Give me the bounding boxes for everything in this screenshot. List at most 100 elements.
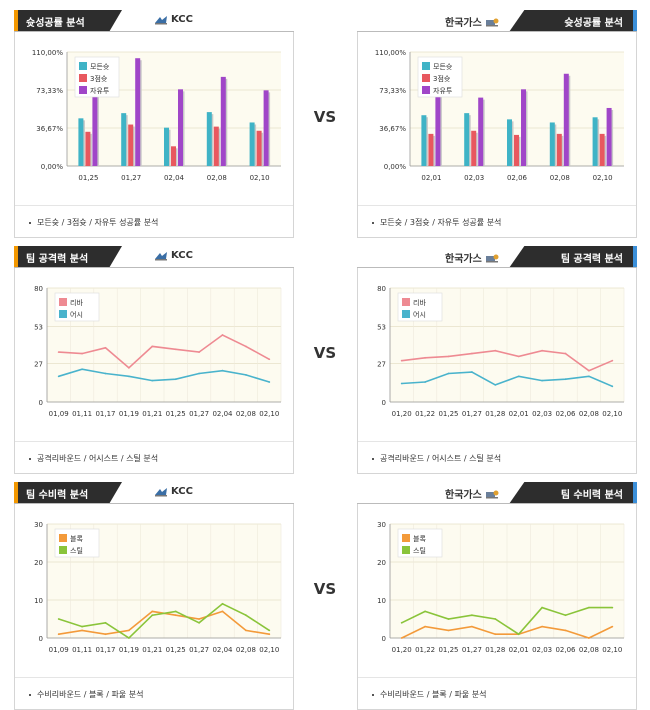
team-name[interactable]: 한국가스 — [445, 14, 499, 29]
x-tick-label: 01,25 — [438, 646, 458, 654]
x-tick-label: 01,25 — [438, 410, 458, 418]
legend-label: 블록 — [413, 534, 426, 543]
data-point — [245, 374, 247, 376]
panel-footer: 모든슛 / 3점슛 / 자유투 성공률 분석 — [15, 205, 293, 237]
data-point — [471, 352, 473, 355]
y-tick-label: 10 — [377, 597, 386, 605]
x-tick-label: 02,04 — [212, 646, 233, 654]
x-tick-label: 01,22 — [415, 646, 435, 654]
legend-swatch — [422, 86, 430, 94]
series-line-0 — [58, 334, 270, 369]
data-point — [447, 618, 450, 620]
bar-ft — [521, 89, 526, 166]
bar-all — [464, 113, 470, 166]
footer-label: 수비리바운드 / 블록 / 파울 분석 — [380, 690, 487, 699]
x-tick-label: 01,25 — [166, 646, 186, 654]
data-point — [400, 382, 403, 385]
data-point — [128, 375, 130, 378]
legend-swatch — [59, 310, 67, 318]
data-point — [245, 614, 247, 617]
data-point — [588, 375, 590, 378]
x-tick-label: 01,27 — [462, 410, 482, 418]
team-logo-icon — [485, 253, 499, 263]
y-tick-label: 20 — [34, 559, 43, 567]
header-bar: 팀 공격력 분석 — [509, 246, 637, 268]
bar-3pt — [171, 146, 176, 166]
team-name[interactable]: KCC — [154, 486, 193, 497]
panel-title: 팀 공격력 분석 — [26, 254, 89, 265]
team-label: KCC — [171, 486, 193, 497]
x-tick-label: 02,10 — [593, 174, 613, 182]
team-name[interactable]: KCC — [154, 14, 193, 25]
footer-label: 공격리바운드 / 어시스트 / 스틸 분석 — [37, 454, 159, 463]
y-tick-label: 0,00% — [384, 163, 407, 171]
y-tick-label: 0 — [39, 635, 43, 643]
chart-box: 0 27 53 80 01,20 01,22 01,25 01,27 01,28 02,01 02,… — [357, 268, 637, 474]
bullet-icon — [372, 693, 374, 696]
data-point — [611, 625, 614, 628]
data-point — [400, 637, 403, 639]
x-tick-label: 01,28 — [485, 410, 505, 418]
panel-header: 팀 공격력 분석 KCC — [14, 246, 294, 268]
bar-ft — [178, 89, 183, 166]
data-point — [400, 359, 403, 362]
data-point — [588, 637, 590, 639]
data-point — [447, 355, 450, 358]
legend-label: 자유투 — [433, 86, 453, 95]
x-tick-label: 01,21 — [142, 646, 162, 654]
data-point — [268, 629, 271, 632]
bar-all — [206, 112, 212, 166]
bar-3pt — [128, 124, 134, 166]
data-point — [424, 381, 426, 383]
legend-label: 어시 — [70, 310, 83, 319]
x-tick-label: 01,27 — [121, 174, 141, 182]
team-name[interactable]: KCC — [154, 250, 193, 261]
data-point — [151, 345, 154, 348]
panel-attack-away: 한국가스 팀 공격력 분석 0 27 53 80 01,20 01,22 01,25 01,2… — [357, 246, 637, 474]
header-bar: 팀 공격력 분석 — [14, 246, 122, 268]
team-logo-icon — [485, 489, 499, 499]
y-tick-label: 30 — [34, 521, 43, 529]
panel-defense-away: 한국가스 팀 수비력 분석 0 10 20 30 01,20 01,22 01,25 01,2… — [357, 482, 637, 710]
data-point — [517, 633, 520, 636]
x-tick-label: 01,20 — [392, 646, 412, 654]
legend-label: 모든슛 — [433, 63, 453, 71]
header-bar: 팀 수비력 분석 — [509, 482, 637, 504]
data-point — [564, 614, 567, 617]
x-tick-label: 02,08 — [207, 174, 227, 182]
legend-swatch — [59, 298, 67, 306]
y-tick-label: 0 — [382, 635, 386, 643]
x-tick-label: 01,11 — [72, 646, 92, 654]
bar-ft — [220, 76, 226, 166]
data-point — [174, 348, 177, 351]
data-point — [517, 355, 520, 358]
data-point — [494, 384, 497, 386]
y-tick-label: 0,00% — [41, 163, 64, 171]
footer-label: 수비리바운드 / 블록 / 파울 분석 — [37, 690, 144, 699]
team-name[interactable]: 한국가스 — [445, 486, 499, 501]
data-point — [104, 346, 107, 349]
panel-footer: 수비리바운드 / 블록 / 파울 분석 — [358, 677, 636, 709]
data-point — [198, 372, 201, 375]
x-tick-label: 01,17 — [95, 410, 115, 418]
x-tick-label: 02,03 — [464, 174, 484, 182]
x-tick-label: 01,19 — [119, 646, 139, 654]
x-tick-label: 01,27 — [462, 646, 482, 654]
data-point — [517, 375, 520, 378]
y-tick-label: 53 — [34, 323, 43, 331]
x-tick-label: 01,17 — [95, 646, 115, 654]
data-point — [447, 629, 450, 632]
x-tick-label: 02,01 — [509, 410, 529, 418]
team-name[interactable]: 한국가스 — [445, 250, 499, 265]
data-point — [564, 352, 567, 355]
bar-3pt — [428, 133, 434, 166]
bullet-icon — [29, 221, 31, 224]
bullet-icon — [372, 221, 374, 224]
y-tick-label: 0 — [39, 399, 43, 407]
data-point — [128, 637, 130, 639]
header-bar: 슛성공률 분석 — [509, 10, 637, 32]
vs-label: VS — [313, 344, 337, 362]
header-divider — [357, 267, 637, 268]
